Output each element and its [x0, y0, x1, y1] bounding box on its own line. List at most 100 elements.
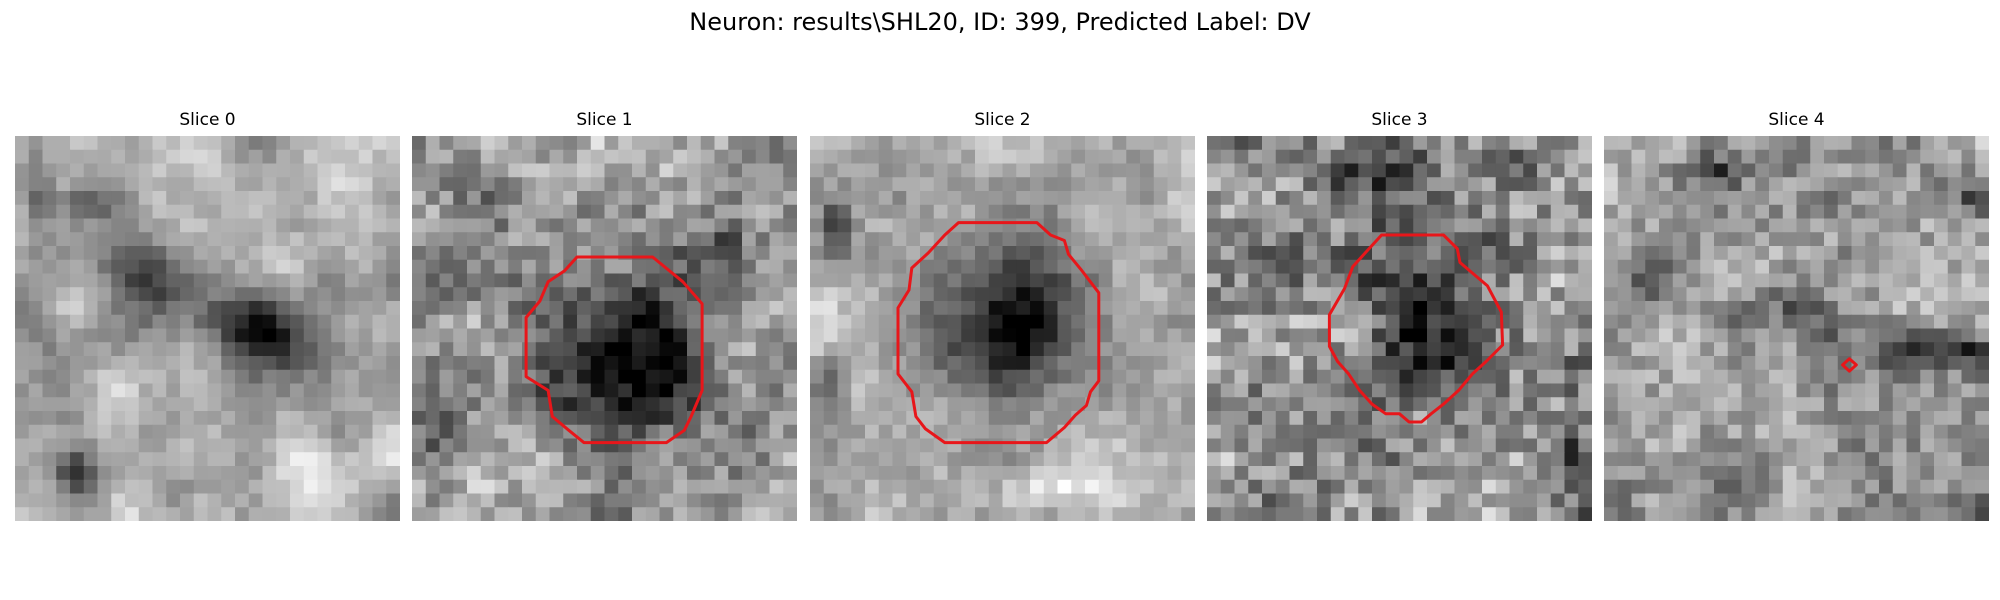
image-pixel	[892, 259, 907, 275]
image-pixel	[494, 136, 509, 151]
image-pixel	[372, 479, 387, 495]
image-pixel	[1782, 493, 1798, 508]
image-pixel	[345, 301, 360, 316]
image-pixel	[42, 507, 57, 521]
image-pixel	[714, 438, 729, 453]
image-pixel	[1234, 342, 1249, 357]
image-pixel	[1975, 218, 1989, 233]
image-pixel	[193, 136, 209, 151]
image-pixel	[1002, 287, 1017, 302]
image-pixel	[1934, 383, 1949, 398]
image-pixel	[1413, 328, 1428, 343]
image-pixel	[1578, 287, 1592, 302]
image-pixel	[892, 191, 907, 206]
image-pixel	[412, 493, 427, 508]
image-pixel	[494, 246, 509, 261]
image-pixel	[1248, 466, 1263, 481]
image-pixel	[549, 314, 564, 330]
image-pixel	[1810, 493, 1825, 508]
image-pixel	[1167, 466, 1182, 481]
image-pixel	[1782, 163, 1798, 178]
image-pixel	[42, 246, 57, 261]
image-pixel	[865, 369, 880, 385]
image-pixel	[522, 356, 537, 371]
image-pixel	[221, 191, 236, 206]
image-pixel	[193, 301, 209, 316]
image-pixel	[28, 149, 44, 165]
image-pixel	[961, 314, 976, 330]
image-pixel	[1112, 479, 1127, 495]
image-pixel	[331, 232, 346, 247]
image-pixel	[1071, 177, 1086, 192]
image-pixel	[111, 314, 126, 330]
image-pixel	[1741, 246, 1756, 261]
image-pixel	[618, 507, 633, 521]
image-pixel	[1112, 397, 1127, 412]
image-pixel	[1468, 493, 1483, 508]
image-pixel	[467, 356, 482, 371]
image-pixel	[1248, 328, 1263, 343]
image-pixel	[961, 149, 976, 165]
image-pixel	[851, 411, 866, 426]
image-pixel	[632, 177, 647, 192]
image-pixel	[1413, 191, 1428, 206]
image-pixel	[1947, 191, 1963, 206]
image-pixel	[290, 479, 305, 495]
image-pixel	[1879, 466, 1894, 481]
image-pixel	[1495, 383, 1511, 398]
image-pixel	[961, 493, 976, 508]
image-pixel	[1879, 287, 1894, 302]
image-pixel	[1920, 328, 1935, 343]
image-pixel	[1482, 218, 1497, 233]
image-pixel	[1344, 493, 1359, 508]
image-pixel	[1865, 149, 1880, 165]
image-pixel	[1851, 383, 1866, 398]
image-pixel	[193, 383, 209, 398]
image-pixel	[97, 136, 112, 151]
image-pixel	[1769, 177, 1784, 192]
image-pixel	[425, 191, 441, 206]
image-pixel	[1824, 314, 1839, 330]
image-pixel	[180, 466, 195, 481]
image-pixel	[1372, 466, 1387, 481]
image-pixel	[386, 479, 400, 495]
image-pixel	[1975, 259, 1989, 275]
image-pixel	[193, 259, 209, 275]
image-pixel	[878, 507, 894, 521]
image-pixel	[549, 149, 564, 165]
image-pixel	[1030, 259, 1045, 275]
image-pixel	[453, 479, 468, 495]
image-pixel	[1934, 438, 1949, 453]
image-pixel	[1578, 438, 1592, 453]
image-pixel	[851, 314, 866, 330]
image-pixel	[317, 149, 332, 165]
image-pixel	[1604, 383, 1619, 398]
image-pixel	[769, 149, 784, 165]
image-pixel	[933, 287, 949, 302]
image-pixel	[439, 218, 454, 233]
image-pixel	[632, 493, 647, 508]
image-pixel	[1961, 204, 1976, 220]
image-pixel	[920, 204, 935, 220]
image-pixel	[386, 191, 400, 206]
image-pixel	[331, 479, 346, 495]
image-pixel	[1289, 493, 1304, 508]
image-pixel	[1207, 424, 1222, 440]
image-pixel	[303, 466, 319, 481]
image-pixel	[1537, 191, 1552, 206]
image-pixel	[317, 232, 332, 247]
image-pixel	[1617, 218, 1633, 233]
image-pixel	[769, 287, 784, 302]
image-pixel	[15, 136, 30, 151]
image-pixel	[1085, 369, 1100, 385]
image-pixel	[769, 438, 784, 453]
image-pixel	[1892, 287, 1908, 302]
image-pixel	[988, 246, 1004, 261]
image-pixel	[1358, 191, 1373, 206]
image-pixel	[687, 149, 702, 165]
image-pixel	[522, 259, 537, 275]
image-pixel	[508, 287, 523, 302]
image-pixel	[659, 493, 674, 508]
image-pixel	[1248, 232, 1263, 247]
image-pixel	[714, 342, 729, 357]
